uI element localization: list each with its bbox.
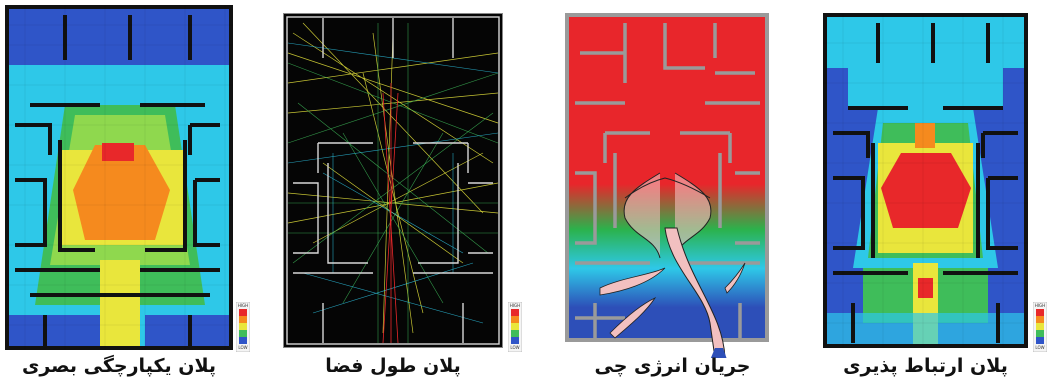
legend-4-colorbar [1032, 301, 1047, 353]
legend-2: HIGH LOW [507, 301, 523, 353]
chi-energy-flow-map [565, 13, 769, 358]
caption-connectivity: پلان ارتباط پذیری [843, 355, 1008, 377]
legend-4-low-label: LOW [1035, 345, 1045, 350]
caption-visual-integration: پلان یکپارچگی بصری [21, 355, 217, 377]
caption-energy-flow: جریان انرژی چی [594, 355, 751, 377]
legend-1: HIGH LOW [235, 301, 251, 353]
legend-4: HIGH LOW [1032, 301, 1047, 353]
legend-2-high-label: HIGH [509, 303, 521, 308]
legend-1-colorbar [235, 301, 251, 353]
legend-2-low-label: LOW [510, 345, 520, 350]
space-length-plan [283, 13, 503, 348]
visual-integration-map [5, 5, 233, 350]
chi-energy-flow-plan [565, 13, 780, 358]
visual-integration-plan [5, 5, 233, 350]
space-length-map [283, 13, 503, 348]
legend-1-low-label: LOW [238, 345, 248, 350]
caption-space-length: پلان طول فضا [325, 355, 461, 377]
connectivity-plan [823, 13, 1028, 348]
connectivity-map [823, 13, 1028, 348]
legend-4-high-label: HIGH [1034, 303, 1046, 308]
legend-1-high-label: HIGH [237, 303, 249, 308]
